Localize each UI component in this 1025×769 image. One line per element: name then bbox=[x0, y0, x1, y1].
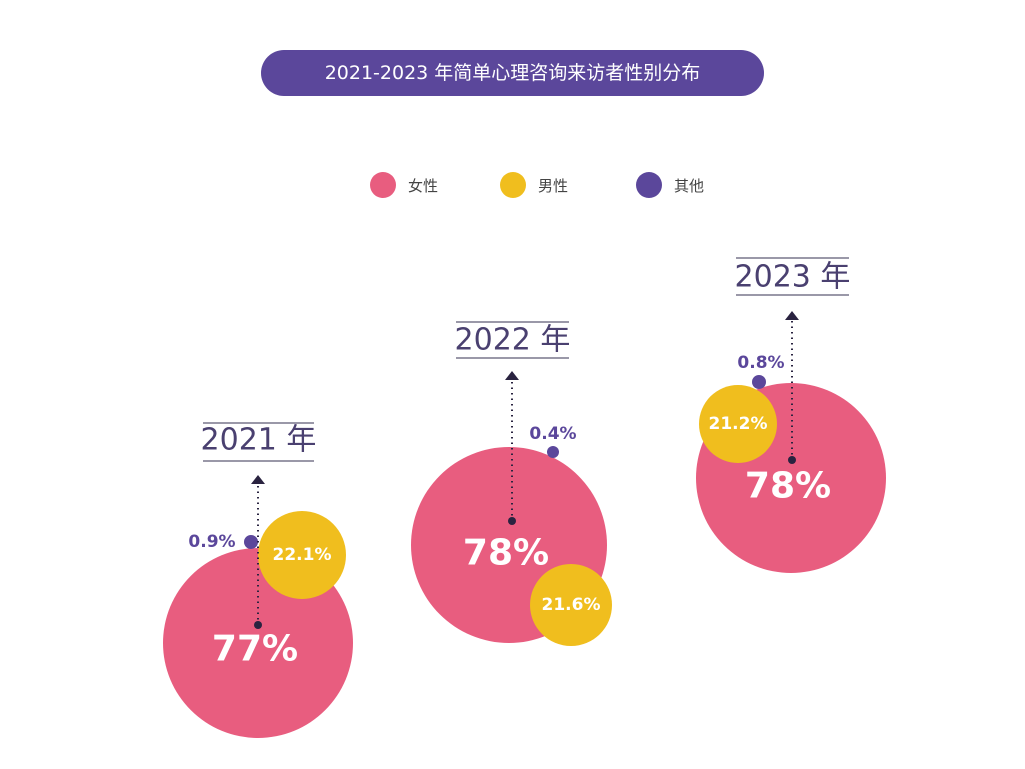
female-value-label: 77% bbox=[212, 629, 298, 670]
legend-label: 女性 bbox=[408, 176, 439, 195]
male-value-label: 21.2% bbox=[709, 414, 768, 434]
other-value-label: 0.9% bbox=[188, 532, 235, 552]
other-value-label: 0.4% bbox=[529, 424, 576, 444]
chart-title: 2021-2023 年简单心理咨询来访者性别分布 bbox=[261, 50, 764, 96]
other-value-label: 0.8% bbox=[737, 353, 784, 373]
leader-dot bbox=[254, 621, 262, 629]
legend-label: 其他 bbox=[674, 176, 705, 195]
female-value-label: 78% bbox=[463, 533, 549, 574]
male-bubble bbox=[258, 511, 346, 599]
legend-swatch bbox=[370, 172, 396, 198]
male-value-label: 22.1% bbox=[273, 545, 332, 565]
other-bubble bbox=[752, 375, 766, 389]
leader-dot bbox=[788, 456, 796, 464]
female-value-label: 78% bbox=[745, 466, 831, 507]
arrow-icon bbox=[505, 371, 519, 380]
other-bubble bbox=[244, 535, 258, 549]
year-label: 2023 年 bbox=[735, 260, 851, 295]
legend-male: 男性 bbox=[500, 172, 568, 198]
male-value-label: 21.6% bbox=[542, 595, 601, 615]
male-bubble bbox=[699, 385, 777, 463]
legend-swatch bbox=[636, 172, 662, 198]
year-label: 2021 年 bbox=[201, 423, 317, 458]
legend-other: 其他 bbox=[636, 172, 704, 198]
other-bubble bbox=[547, 446, 559, 458]
year-label: 2022 年 bbox=[455, 323, 571, 358]
legend-female: 女性 bbox=[370, 172, 438, 198]
legend-label: 男性 bbox=[538, 176, 569, 195]
arrow-icon bbox=[251, 475, 265, 484]
male-bubble bbox=[530, 564, 612, 646]
arrow-icon bbox=[785, 311, 799, 320]
legend-swatch bbox=[500, 172, 526, 198]
leader-dot bbox=[508, 517, 516, 525]
